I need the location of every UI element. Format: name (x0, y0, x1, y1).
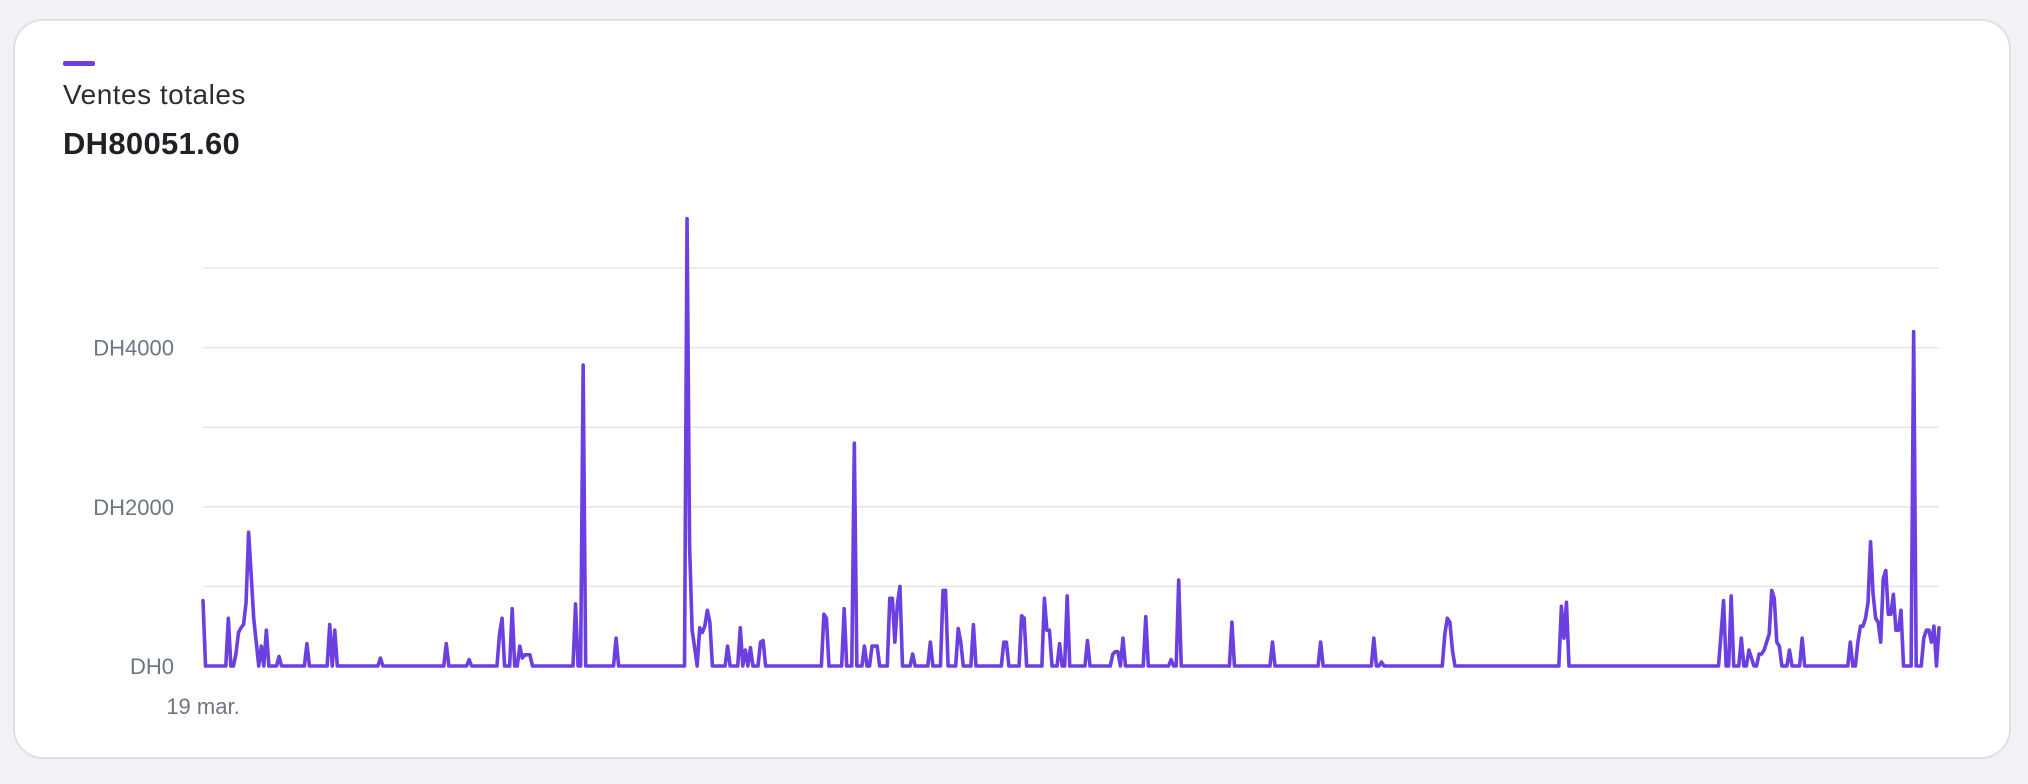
total-sales-value: DH80051.60 (63, 126, 241, 161)
series-line-ventes-totales[interactable] (201, 216, 1941, 668)
y-tick-label: DH0 (130, 654, 174, 679)
y-axis-ticks: DH0 DH2000 DH4000 (93, 336, 174, 679)
sales-chart-card: Ventes totales DH80051.60 (13, 19, 2011, 759)
series-label: Ventes totales (63, 79, 246, 110)
y-tick-label: DH4000 (93, 336, 174, 361)
x-tick-label: 19 mar. (166, 694, 239, 719)
grid-lines (203, 267, 1939, 588)
legend-swatch (63, 61, 95, 66)
x-axis-ticks: 19 mar. (166, 694, 239, 719)
y-tick-label: DH2000 (93, 495, 174, 520)
